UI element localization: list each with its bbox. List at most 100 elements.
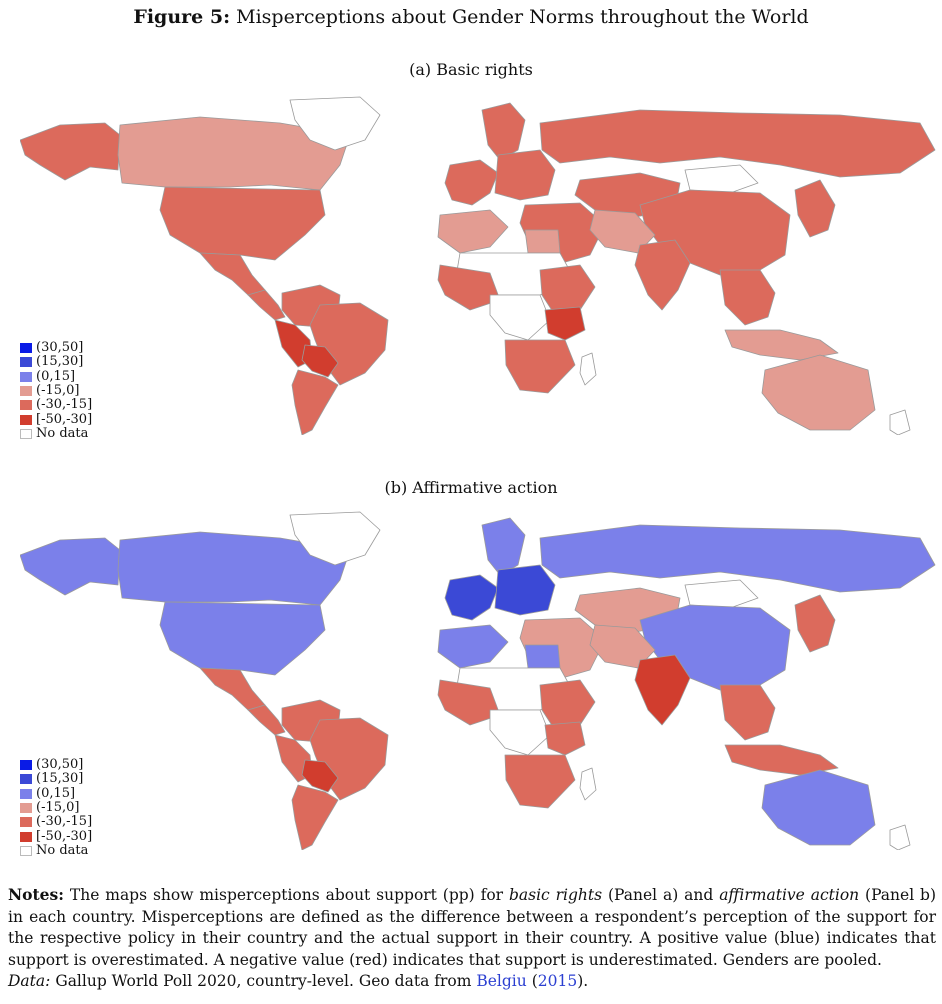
legend-swatch [20,400,32,411]
country-maghreb [437,209,509,254]
figure-notes: Notes: The maps show misperceptions abou… [8,884,936,993]
legend-label: [-50,-30] [36,411,93,427]
legend-swatch [20,371,32,382]
country-argentina-chile [291,784,339,850]
country-argentina-chile [291,369,339,435]
legend-item: (0,15] [20,368,92,384]
country-egypt [524,644,561,669]
country-alaska [20,122,121,181]
legend-item: (0,15] [20,785,92,801]
legend-panel-b: (30,50] (15,30] (0,15] (-15,0] (-30,-15] [-50… [20,758,92,858]
country-western-europe [444,574,499,621]
country-russia [539,524,936,593]
panel-a-title: (a) Basic rights [409,60,533,79]
country-central-africa [489,294,551,341]
country-egypt [524,229,561,254]
notes-term-affirmative-action: affirmative action [719,886,860,904]
country-southeast-asia [719,269,776,326]
legend-label: (-30,-15] [36,397,93,413]
figure-title-text: Misperceptions about Gender Norms throug… [236,6,809,28]
notes-term-basic-rights: basic rights [508,886,603,904]
legend-item: (15,30] [20,355,92,369]
country-india [634,239,691,311]
country-japan-korea [794,179,836,238]
country-canada [117,531,351,606]
notes-text-2: (Panel a) and [607,886,714,904]
figure-label: Figure 5: [133,6,231,28]
citation-year-link[interactable]: 2015 [537,972,578,990]
legend-item: (-15,0] [20,801,92,815]
legend-label: (30,50] [36,757,84,773]
legend-swatch [20,760,32,771]
country-alaska [20,537,121,596]
citation-paren-close: ). [577,972,589,990]
legend-label: (30,50] [36,340,84,356]
notes-text-1: The maps show misperceptions about suppo… [69,886,504,904]
panel-b-title: (b) Affirmative action [384,478,558,497]
legend-item: [-50,-30] [20,412,92,426]
country-mongolia [684,164,759,194]
country-australia [761,354,876,431]
legend-swatch [20,788,32,799]
country-southeast-asia [719,684,776,741]
legend-label: (15,30] [36,354,84,370]
legend-swatch [20,386,32,397]
country-mongolia [684,579,759,609]
legend-label: No data [36,425,89,441]
country-japan-korea [794,594,836,653]
legend-swatch [20,357,32,368]
notes-data-label: Data: [8,972,51,990]
citation-paren-open: ( [531,972,538,990]
legend-label: (0,15] [36,368,76,384]
country-madagascar [579,352,597,386]
country-new-zealand [889,824,911,850]
country-bolivia [301,344,339,378]
figure-title: Figure 5: Misperceptions about Gender No… [0,6,942,28]
legend-swatch [20,414,32,425]
legend-swatch [20,803,32,814]
legend-item: (-30,-15] [20,398,92,412]
legend-item: [-50,-30] [20,829,92,843]
legend-item: No data [20,842,92,858]
country-russia [539,109,936,178]
legend-swatch [20,817,32,828]
legend-item: (30,50] [20,341,92,355]
country-usa [159,601,326,676]
legend-label: (15,30] [36,771,84,787]
legend-label: (-30,-15] [36,814,93,830]
legend-swatch [20,428,32,439]
legend-item: (15,30] [20,772,92,786]
country-greenland [289,96,381,151]
map-panel-b [20,511,936,850]
citation-author-link[interactable]: Belgiu [476,972,527,990]
country-madagascar [579,767,597,801]
legend-label: (-15,0] [36,800,80,816]
country-mexico [199,667,266,711]
country-usa [159,186,326,261]
legend-swatch [20,774,32,785]
legend-item: (-30,-15] [20,815,92,829]
legend-label: (0,15] [36,785,76,801]
country-scandinavia [481,102,526,161]
legend-swatch [20,831,32,842]
legend-label: No data [36,842,89,858]
legend-swatch [20,845,32,856]
country-tanzania [544,306,586,341]
country-tanzania [544,721,586,756]
notes-data-text: Gallup World Poll 2020, country-level. G… [55,972,472,990]
notes-label: Notes: [8,885,64,904]
country-new-zealand [889,409,911,435]
country-australia [761,769,876,846]
country-india [634,654,691,726]
notes-text-3: (Panel b) in each country. Misperception… [8,886,937,969]
country-west-africa [437,264,501,311]
country-east-africa [539,264,596,316]
country-central-africa [489,709,551,756]
country-western-europe [444,159,499,206]
country-southern-africa [504,754,576,809]
legend-item: (30,50] [20,758,92,772]
country-canada [117,116,351,191]
country-scandinavia [481,517,526,576]
country-maghreb [437,624,509,669]
legend-panel-a: (30,50] (15,30] (0,15] (-15,0] (-30,-15] [-50… [20,341,92,441]
